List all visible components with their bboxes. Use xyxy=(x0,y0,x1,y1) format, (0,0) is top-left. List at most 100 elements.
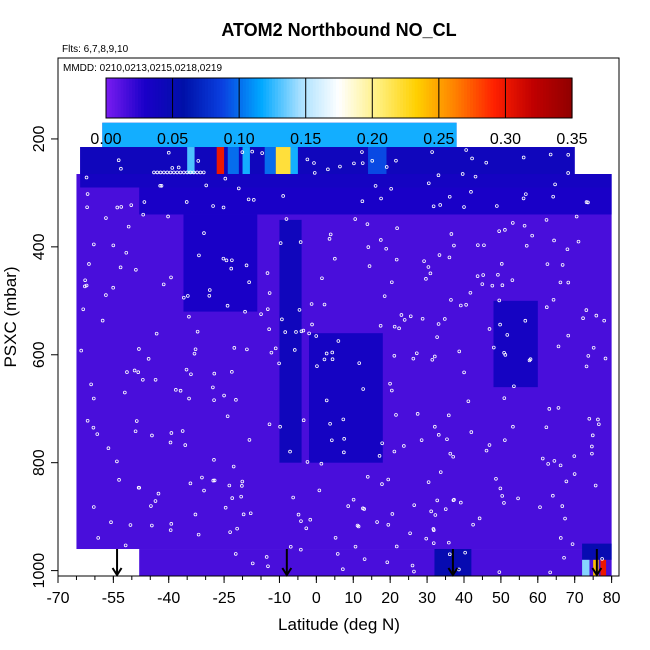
sample-point xyxy=(266,564,270,569)
sample-point xyxy=(267,422,272,427)
sample-point xyxy=(168,440,173,445)
colorbar-swatch xyxy=(438,78,442,118)
sample-point xyxy=(247,280,251,285)
colorbar-swatch xyxy=(557,78,561,118)
sample-point xyxy=(408,314,413,319)
sample-point xyxy=(597,422,601,427)
colorbar-swatch xyxy=(481,78,486,118)
sample-point xyxy=(168,170,173,175)
colorbar-swatch xyxy=(292,78,296,118)
sample-point xyxy=(326,167,330,172)
colorbar-swatch xyxy=(257,78,261,118)
sample-point xyxy=(150,523,154,528)
sample-point xyxy=(392,354,397,358)
profile-arrow-head xyxy=(447,567,459,577)
sample-point xyxy=(385,560,390,565)
sample-point xyxy=(500,494,505,498)
colorbar-swatch xyxy=(528,78,532,118)
sample-point xyxy=(227,483,232,488)
heatmap-hotspot-cell xyxy=(264,147,276,175)
sample-point xyxy=(558,463,563,468)
colorbar-swatch xyxy=(478,78,483,118)
colorbar-swatch xyxy=(350,78,355,118)
sample-point xyxy=(502,501,506,505)
sample-point xyxy=(225,303,230,308)
sample-point xyxy=(188,170,193,175)
sample-point xyxy=(591,345,596,350)
sample-point xyxy=(341,417,346,422)
sample-point xyxy=(459,303,463,308)
sample-point xyxy=(239,494,243,499)
sample-point xyxy=(104,216,108,220)
sample-point xyxy=(169,275,173,280)
colorbar-swatch xyxy=(426,78,430,118)
sample-point xyxy=(367,264,372,268)
colorbar-tick-label: 0.20 xyxy=(357,131,388,148)
sample-point xyxy=(590,444,594,449)
sample-point xyxy=(469,190,473,194)
sample-point xyxy=(566,280,571,285)
sample-point xyxy=(168,528,173,532)
sample-point xyxy=(451,454,455,459)
colorbar-swatch xyxy=(487,78,492,118)
sample-point xyxy=(447,540,451,545)
sample-point xyxy=(463,550,467,555)
colorbar-swatch xyxy=(315,78,320,118)
sample-point xyxy=(341,567,345,572)
sample-point xyxy=(353,544,358,549)
colorbar-swatch xyxy=(542,78,547,118)
sample-point xyxy=(443,507,448,511)
colorbar-swatch xyxy=(499,78,503,118)
sample-point xyxy=(188,481,193,486)
sample-point xyxy=(365,474,370,479)
sample-point xyxy=(126,224,131,229)
heatmap-region-cell xyxy=(102,122,457,148)
sample-point xyxy=(307,331,311,336)
colorbar-swatch xyxy=(266,78,270,118)
colorbar-swatch xyxy=(283,78,288,118)
colorbar-swatch xyxy=(196,78,200,118)
heatmap-region-cell xyxy=(80,174,612,188)
sample-point xyxy=(556,344,561,349)
sample-point xyxy=(552,238,556,243)
sample-point xyxy=(319,461,324,466)
sample-point xyxy=(240,150,245,154)
sample-point xyxy=(184,200,189,204)
colorbar-swatch xyxy=(411,78,416,118)
x-tick-label: -40 xyxy=(157,590,180,607)
sample-point xyxy=(584,364,589,369)
sample-point xyxy=(553,182,557,187)
sample-point xyxy=(584,200,589,204)
sample-point xyxy=(449,298,453,302)
x-tick-label: 50 xyxy=(492,590,510,607)
sample-point xyxy=(365,222,370,226)
colorbar-swatch xyxy=(470,78,474,118)
sample-point xyxy=(128,523,133,527)
sample-point xyxy=(170,166,175,170)
heatmap-hotspot-cell xyxy=(582,559,590,576)
sample-point xyxy=(548,570,552,575)
colorbar-swatch xyxy=(458,78,462,118)
colorbar-swatch xyxy=(385,78,390,118)
colorbar-swatch xyxy=(472,78,477,118)
sample-point xyxy=(564,479,569,484)
colorbar-swatch xyxy=(484,78,489,118)
colorbar-tick-label: 0.15 xyxy=(290,131,321,148)
sample-point xyxy=(433,424,437,429)
y-tick-label: 1000 xyxy=(31,553,48,589)
colorbar-swatch xyxy=(132,78,136,118)
sample-point xyxy=(480,282,485,286)
sample-point xyxy=(419,438,424,442)
colorbar-swatch xyxy=(269,78,273,118)
sample-point xyxy=(91,505,96,509)
sample-point xyxy=(250,561,255,566)
sample-point xyxy=(457,349,462,354)
colorbar-swatch xyxy=(551,78,556,118)
sample-point xyxy=(211,385,215,390)
sample-point xyxy=(174,388,178,392)
colorbar-swatch xyxy=(280,78,285,118)
colorbar-swatch xyxy=(333,78,337,118)
x-tick-label: -25 xyxy=(213,590,236,607)
colorbar-swatch xyxy=(339,78,343,118)
sample-point xyxy=(503,228,507,232)
